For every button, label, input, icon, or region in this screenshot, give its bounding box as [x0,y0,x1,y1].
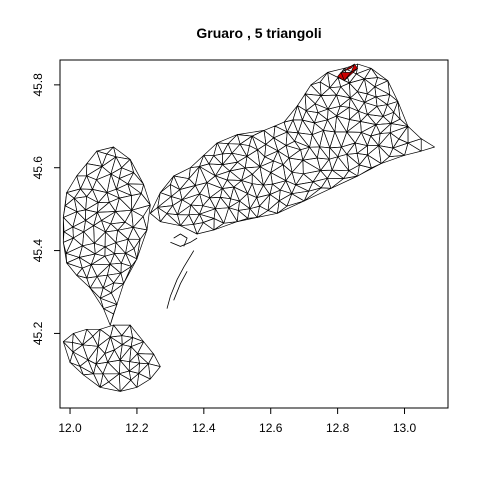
highlight-layer [337,63,359,82]
highlight-triangle [340,63,355,73]
mesh-triangle [115,238,129,254]
mesh-region-south [62,324,161,392]
x-axis: 12.0 12.2 12.4 12.6 12.8 13.0 [58,407,417,435]
mesh-triangle [239,143,250,157]
mesh-triangle [62,231,74,243]
chart-title: Gruaro , 5 triangoli [196,25,321,41]
mesh-triangle [327,94,341,110]
mesh-triangle [82,242,96,255]
mesh-triangle [294,140,310,151]
mesh-triangle [291,190,309,202]
mesh-triangle [376,104,388,117]
mesh-triangle [378,145,394,157]
mesh-triangle [79,359,94,375]
mesh-triangle [263,183,273,195]
lagoon-details [166,233,198,309]
mesh-triangle [170,184,181,197]
lagoon-line [173,233,188,247]
mesh-triangle [389,132,400,149]
mesh-triangle [62,333,74,343]
mesh-triangle [357,78,368,95]
mesh-triangle [292,119,303,134]
y-tick-label: 45.6 [31,156,45,180]
y-tick-label: 45.2 [31,321,45,345]
mesh-triangle [208,155,223,165]
mesh-triangle [113,272,124,285]
mesh-triangle [190,193,204,207]
y-tick-label: 45.8 [31,73,45,97]
mesh-triangle [348,106,359,120]
y-tick-label: 45.4 [31,239,45,263]
mesh-triangle [104,231,117,248]
mesh-triangle [118,370,132,381]
highlight-triangle [337,71,345,82]
mesh-triangle [308,181,322,192]
mesh-triangle [257,149,266,168]
mesh-triangle [337,146,348,158]
x-tick-label: 12.0 [58,421,82,435]
mesh-triangle [85,212,98,226]
mesh-triangle [278,193,293,207]
mesh-triangle [82,328,94,346]
mesh-triangle [109,262,122,274]
mesh-triangle [118,167,134,179]
mesh-triangle [215,197,230,210]
mesh-triangle [193,213,204,225]
mesh-triangle [94,246,106,257]
mesh-triangle [102,361,120,375]
mesh-triangle [166,205,178,215]
mesh-triangle [237,155,248,169]
mesh-triangle [64,197,78,212]
mesh-triangle [101,153,117,167]
mesh-triangle [104,349,115,363]
mesh-triangle [110,156,122,175]
mesh-layer [62,63,435,392]
mesh-triangle [356,145,368,156]
x-tick-label: 12.6 [259,421,283,435]
mesh-triangle [76,267,88,279]
mesh-triangle [420,138,435,152]
lagoon-line [170,237,198,247]
x-tick-label: 13.0 [393,421,417,435]
mesh-triangle [72,342,83,353]
mesh-triangle [364,67,378,80]
mesh-triangle [379,123,392,134]
mesh-triangle [99,287,112,299]
mesh-triangle [127,238,141,249]
mesh-triangle [202,218,215,231]
mesh-triangle [69,351,81,367]
lagoon-line [166,250,195,309]
mesh-triangle [359,154,372,169]
mesh-triangle [314,112,328,124]
x-tick-label: 12.4 [192,421,216,435]
mesh-triangle [328,147,339,160]
mesh-triangle [194,166,208,186]
mesh-triangle [249,197,260,210]
mesh-triangle [282,157,293,173]
x-tick-label: 12.8 [326,421,350,435]
highlight-triangle [350,63,359,74]
mesh-triangle [110,324,123,338]
lagoon-line [173,271,188,301]
mesh-triangle [226,179,242,188]
mesh-region-north-east [149,63,435,235]
mesh-triangle [119,195,132,211]
mesh-triangle [319,81,331,96]
mesh-triangle [80,175,93,190]
mesh-triangle [128,361,140,372]
mesh-triangle [247,183,258,198]
mesh-region-west [62,146,151,326]
mesh-triangle [291,171,304,186]
mesh-triangle [288,149,304,161]
mesh-triangle [119,346,132,363]
mesh-triangle [131,209,144,228]
x-tick-label: 12.2 [125,421,149,435]
mesh-triangle [127,183,142,196]
y-axis: 45.2 45.4 45.6 45.8 [31,73,61,345]
mesh-triangle [73,231,85,247]
mesh-triangle [76,163,88,177]
